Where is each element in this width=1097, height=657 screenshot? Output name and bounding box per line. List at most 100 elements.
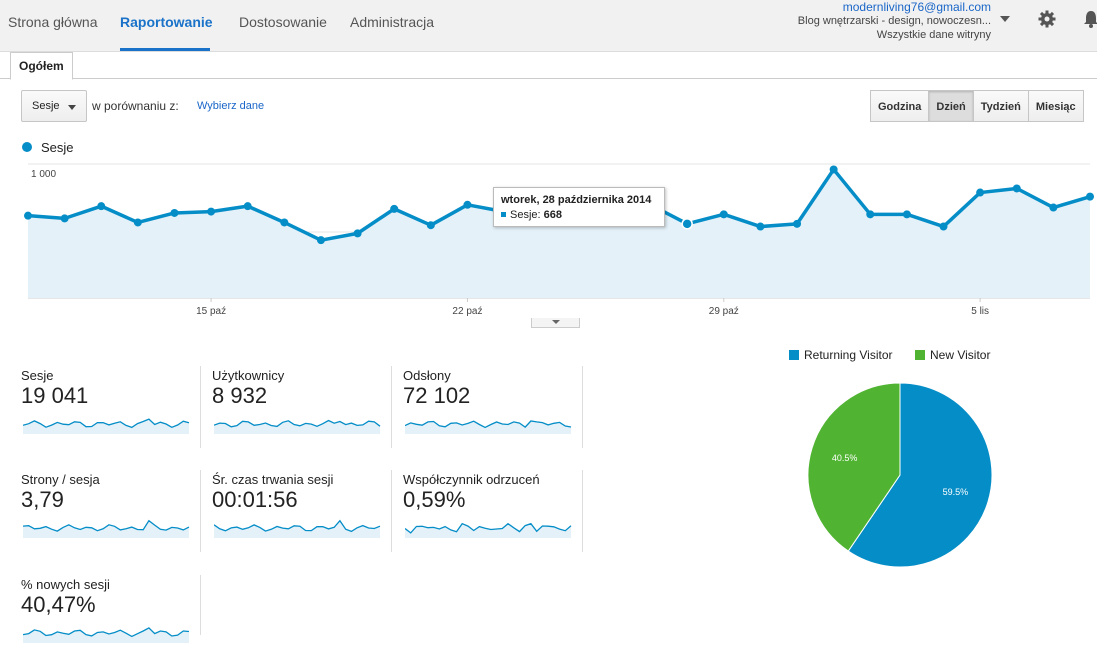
pie-slice-new[interactable]	[807, 382, 901, 552]
metric-pages-per-session[interactable]: Strony / sesja 3,79	[21, 472, 201, 552]
data-point[interactable]	[793, 219, 802, 228]
metric-sparkline	[23, 519, 190, 538]
legend-swatch	[915, 350, 925, 360]
metric-select-value: Sesje	[32, 100, 60, 112]
account-view: Wszystkie dane witryny	[876, 29, 991, 41]
divider	[582, 470, 583, 552]
data-point[interactable]	[1049, 203, 1058, 212]
account-selector[interactable]: modernliving76@gmail.com Blog wnętrzarsk…	[798, 0, 991, 42]
x-tick-label: 15 paź	[196, 306, 226, 317]
sparkline-line	[23, 519, 190, 532]
compare-label: w porównaniu z:	[92, 99, 179, 113]
data-point[interactable]	[681, 218, 693, 230]
chevron-down-icon	[552, 320, 560, 324]
data-point[interactable]	[243, 202, 252, 211]
chevron-down-icon	[68, 105, 76, 110]
granularity-buttons: Godzina Dzień Tydzień Miesiąc	[870, 90, 1084, 122]
data-point[interactable]	[866, 210, 875, 219]
divider	[200, 366, 201, 448]
metric-sessions[interactable]: Sesje 19 041	[21, 368, 201, 448]
metric-sparkline	[214, 419, 381, 434]
metric-bounce-rate[interactable]: Współczynnik odrzuceń 0,59%	[403, 472, 583, 552]
account-dropdown-icon[interactable]	[1000, 16, 1010, 22]
compare-select-link[interactable]: Wybierz dane	[197, 100, 265, 112]
metric-users[interactable]: Użytkownicy 8 932	[212, 368, 392, 448]
data-point[interactable]	[133, 218, 142, 227]
pie-slice-label: 40.5%	[832, 453, 858, 463]
nav-home[interactable]: Strona główna	[8, 14, 98, 30]
metric-name: Współczynnik odrzuceń	[403, 472, 540, 487]
data-point[interactable]	[60, 214, 69, 223]
sparkline-path	[214, 520, 380, 538]
data-point[interactable]	[939, 222, 948, 231]
metric-name: Sesje	[21, 368, 54, 383]
series-area	[28, 169, 1090, 298]
metric-pageviews[interactable]: Odsłony 72 102	[403, 368, 583, 448]
account-property: Blog wnętrzarski - design, nowoczesn...	[797, 15, 991, 27]
tab-overview[interactable]: Ogółem	[10, 52, 73, 80]
divider	[200, 575, 201, 635]
nav-customization[interactable]: Dostosowanie	[239, 14, 327, 30]
metric-value: 3,79	[21, 487, 64, 512]
data-point[interactable]	[280, 218, 289, 227]
nav-admin[interactable]: Administracja	[350, 14, 435, 30]
metric-value: 19 041	[21, 383, 89, 408]
sparkline-path	[23, 520, 189, 538]
granularity-day-button[interactable]: Dzień	[928, 90, 974, 122]
metric-value: 72 102	[403, 383, 471, 408]
data-point[interactable]	[1086, 192, 1094, 201]
sparkline-path	[405, 523, 571, 538]
data-point[interactable]	[719, 210, 728, 219]
data-point[interactable]	[902, 210, 911, 219]
data-point[interactable]	[756, 222, 765, 231]
gear-icon[interactable]	[1037, 9, 1057, 29]
tooltip-series-label: Sesje:	[510, 209, 541, 221]
y-tick-label: 1 000	[31, 169, 56, 180]
data-point[interactable]	[829, 165, 838, 174]
data-point[interactable]	[353, 229, 362, 238]
tooltip-series-marker	[501, 212, 506, 217]
metric-sparkline	[23, 418, 190, 434]
top-nav-bar: Strona główna Raportowanie Dostosowanie …	[0, 0, 1097, 52]
metric-select[interactable]: Sesje	[21, 90, 87, 122]
metric-sparkline	[405, 522, 572, 538]
metric-new-sessions[interactable]: % nowych sesji 40,47%	[21, 577, 201, 657]
data-point[interactable]	[463, 200, 472, 209]
pie-legend-returning[interactable]: Returning Visitor	[789, 348, 893, 362]
sparkline-line	[214, 419, 381, 428]
chart-collapse-toggle[interactable]	[531, 318, 580, 328]
divider	[391, 470, 392, 552]
divider	[200, 470, 201, 552]
x-tick-label: 22 paź	[452, 306, 482, 317]
legend-swatch	[789, 350, 799, 360]
granularity-week-button[interactable]: Tydzień	[972, 90, 1029, 122]
data-point[interactable]	[1012, 184, 1021, 193]
pie-slice-returning[interactable]	[847, 382, 993, 568]
series-legend-label[interactable]: Sesje	[41, 140, 74, 155]
pie-slice-label: 59.5%	[943, 487, 969, 497]
visitor-type-pie-chart[interactable]: 59.5% 40.5%	[800, 375, 1000, 575]
sparkline-path	[23, 419, 189, 434]
divider	[582, 366, 583, 448]
data-point[interactable]	[170, 208, 179, 217]
data-point[interactable]	[97, 202, 106, 211]
data-point[interactable]	[24, 211, 32, 220]
x-tick-label: 29 paź	[709, 306, 739, 317]
sparkline-line	[405, 522, 572, 534]
data-point[interactable]	[207, 207, 216, 216]
bell-icon[interactable]	[1082, 9, 1097, 29]
metric-avg-session-duration[interactable]: Śr. czas trwania sesji 00:01:56	[212, 472, 392, 552]
legend-label: Returning Visitor	[804, 348, 893, 362]
series-legend-dot	[22, 142, 32, 152]
granularity-month-button[interactable]: Miesiąc	[1027, 90, 1084, 122]
sparkline-path	[405, 421, 571, 434]
metric-value: 8 932	[212, 383, 268, 408]
pie-legend-new[interactable]: New Visitor	[915, 348, 990, 362]
data-point[interactable]	[426, 221, 435, 230]
data-point[interactable]	[390, 204, 399, 213]
data-point[interactable]	[316, 236, 325, 245]
data-point[interactable]	[976, 188, 985, 197]
granularity-hour-button[interactable]: Godzina	[870, 90, 930, 122]
nav-reporting[interactable]: Raportowanie	[120, 14, 213, 30]
